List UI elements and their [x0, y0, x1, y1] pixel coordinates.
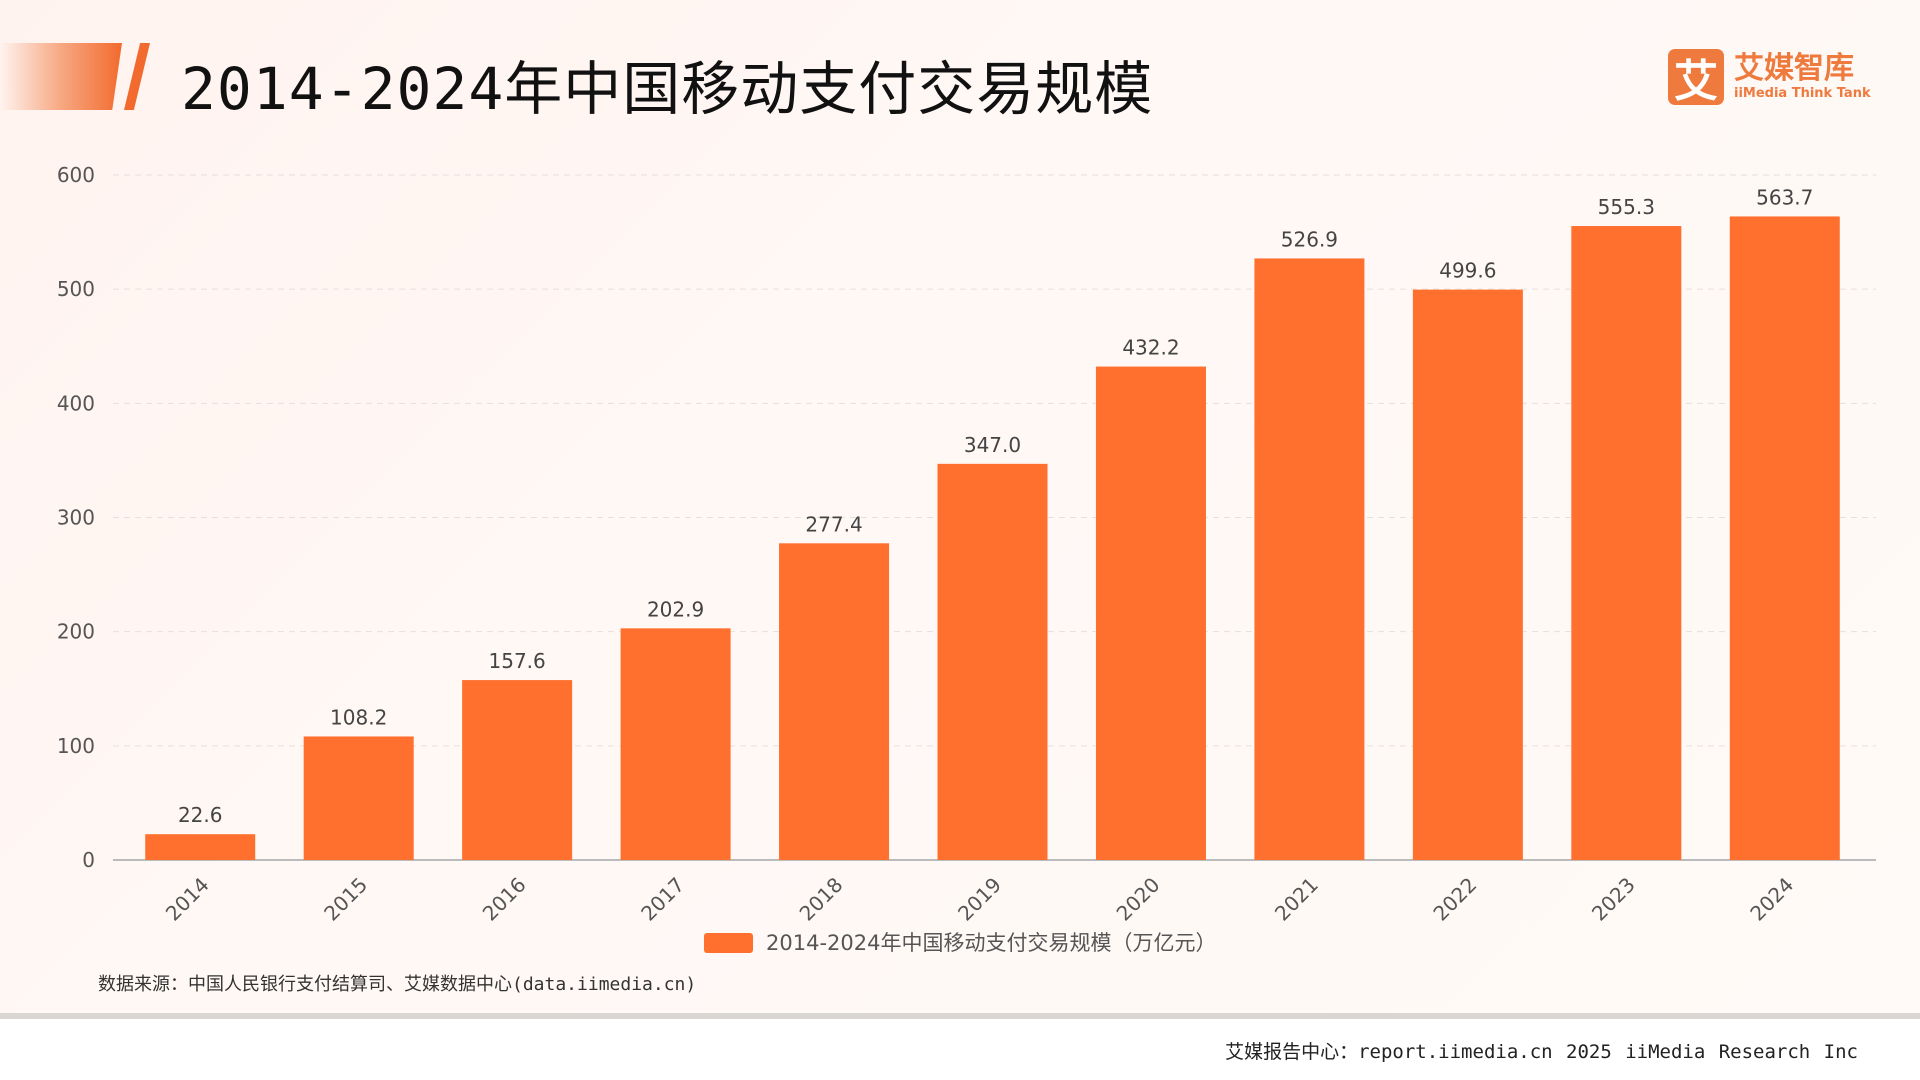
bar [1729, 216, 1840, 860]
footer-band [0, 1019, 1920, 1080]
bar-chart: 0 100 200 300 400 500 600 22.6 2014 108.2 2015 157.… [57, 163, 1876, 955]
x-tick-label: 2021 [1270, 873, 1323, 926]
bar [779, 543, 890, 860]
y-tick-label: 500 [57, 277, 95, 301]
page-title: 2014-2024年中国移动支付交易规模 [181, 55, 1154, 123]
data-label: 277.4 [805, 512, 862, 536]
x-tick-label: 2024 [1745, 873, 1798, 926]
data-label: 526.9 [1281, 227, 1338, 251]
x-tick-label: 2020 [1112, 873, 1165, 926]
data-label: 157.6 [489, 649, 546, 673]
y-tick-label: 600 [57, 163, 95, 187]
y-tick-label: 100 [57, 734, 95, 758]
x-tick-label: 2018 [795, 873, 848, 926]
x-tick-label: 2014 [161, 873, 214, 926]
x-tick-label: 2017 [636, 873, 689, 926]
data-label: 202.9 [647, 597, 704, 621]
bar [1412, 289, 1523, 861]
source-note: 数据来源：中国人民银行支付结算司、艾媒数据中心(data.iimedia.cn) [98, 974, 697, 995]
data-label: 555.3 [1598, 195, 1655, 219]
x-tick-label: 2015 [319, 873, 372, 926]
bar [145, 834, 256, 860]
bar [620, 628, 731, 860]
bar [462, 680, 573, 860]
data-label: 432.2 [1122, 336, 1179, 360]
x-tick-label: 2016 [478, 873, 531, 926]
bar [937, 463, 1048, 860]
data-label: 108.2 [330, 705, 387, 729]
bar [1095, 366, 1206, 860]
legend-label: 2014-2024年中国移动支付交易规模（万亿元） [766, 931, 1216, 955]
x-tick-label: 2019 [953, 873, 1006, 926]
y-tick-label: 400 [57, 391, 95, 415]
bar [303, 736, 414, 860]
data-label: 563.7 [1756, 185, 1813, 209]
divider [0, 1013, 1920, 1019]
data-label: 22.6 [178, 803, 223, 827]
header-decoration [0, 43, 122, 110]
data-label: 347.0 [964, 433, 1021, 457]
footer-text: 艾媒报告中心：report.iimedia.cn 2025 iiMedia Re… [1225, 1041, 1858, 1063]
data-label: 499.6 [1439, 259, 1496, 283]
x-tick-label: 2023 [1587, 873, 1640, 926]
bar [1571, 226, 1682, 861]
legend-swatch [704, 933, 753, 953]
logo-name-en: iiMedia Think Tank [1734, 86, 1871, 101]
logo-name-cn: 艾媒智库 [1734, 51, 1854, 86]
bar [1254, 258, 1365, 861]
x-tick-label: 2022 [1428, 873, 1481, 926]
y-tick-label: 0 [82, 848, 95, 872]
logo: 艾 艾媒智库 iiMedia Think Tank [1668, 49, 1871, 107]
logo-mark-icon: 艾 [1668, 49, 1724, 107]
y-tick-label: 200 [57, 620, 95, 644]
y-tick-label: 300 [57, 506, 95, 530]
